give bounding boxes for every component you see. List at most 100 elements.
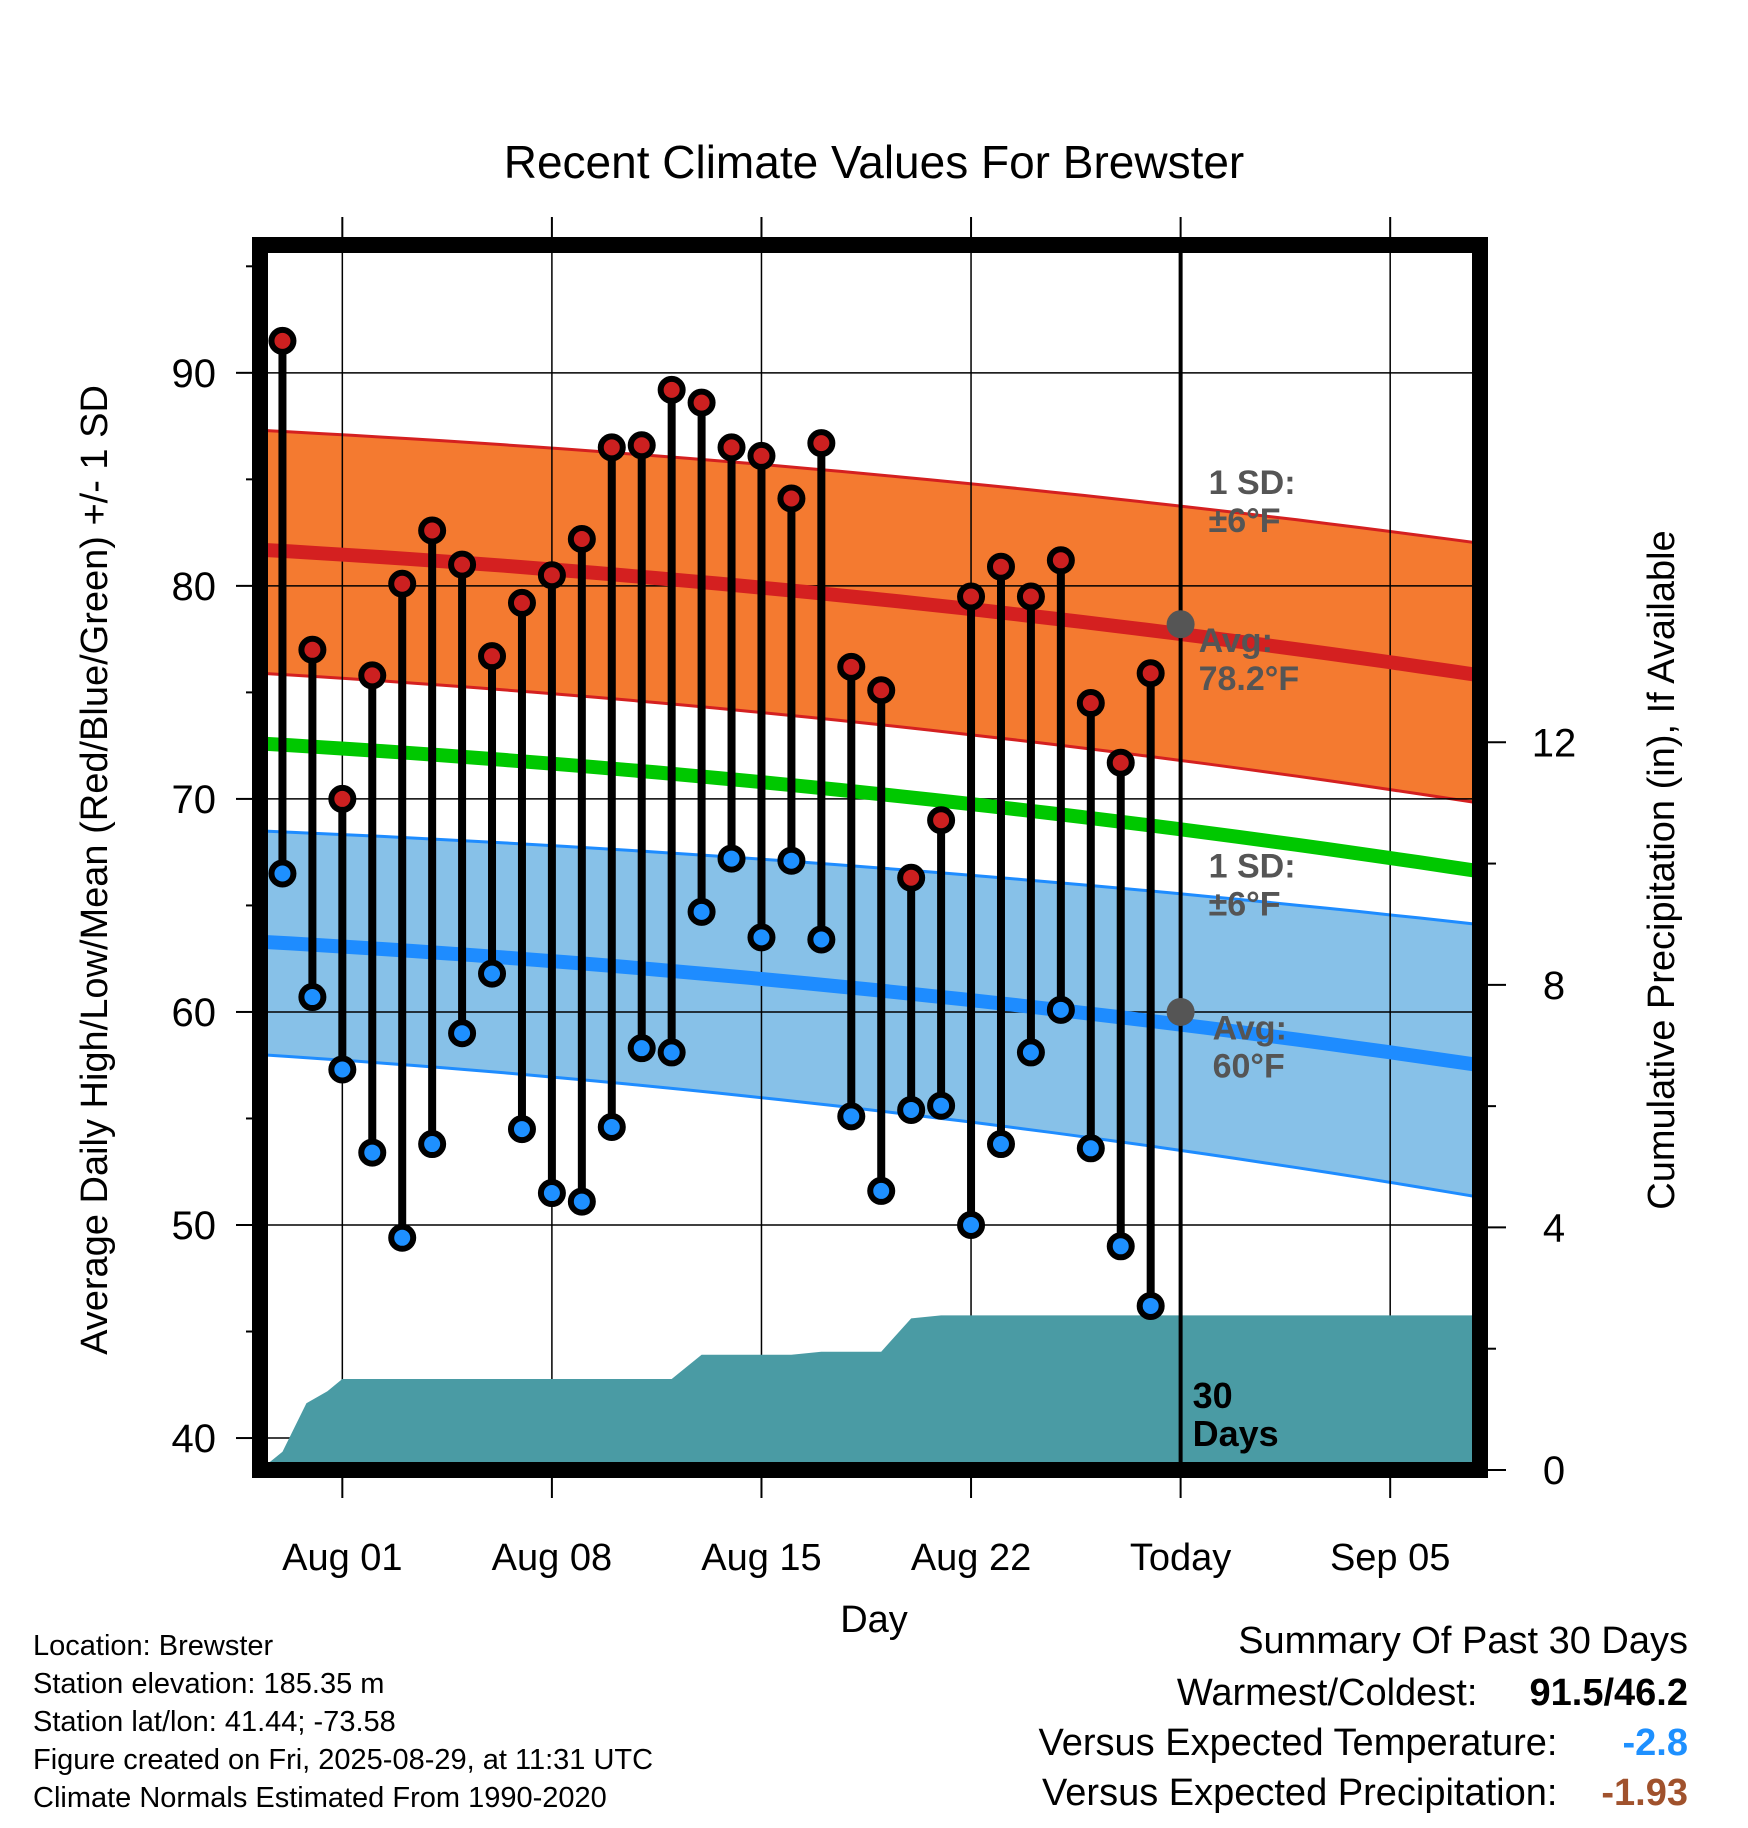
high-point xyxy=(1016,582,1045,611)
low-point xyxy=(867,1176,896,1205)
x-axis-label: Day xyxy=(840,1599,908,1641)
high-point xyxy=(717,433,746,462)
high-sd-annotation: 1 SD: xyxy=(1209,464,1296,502)
high-point xyxy=(448,550,477,579)
plot-frame xyxy=(252,237,1488,1478)
high-point xyxy=(807,429,836,458)
low-point xyxy=(717,844,746,873)
low-point xyxy=(957,1211,986,1239)
high-point xyxy=(627,431,656,460)
days-annotation: Days xyxy=(1193,1413,1279,1454)
low-point xyxy=(747,923,776,952)
x-tick-label: Aug 15 xyxy=(701,1537,821,1579)
low-point xyxy=(986,1130,1015,1159)
chart-title: Recent Climate Values For Brewster xyxy=(504,136,1245,188)
high-point xyxy=(657,375,686,404)
low-avg-annotation: Avg: xyxy=(1213,1010,1287,1048)
summary-title: Summary Of Past 30 Days xyxy=(1238,1620,1688,1662)
low-point xyxy=(358,1138,387,1167)
low-sd-annotation: 1 SD: xyxy=(1209,848,1296,886)
low-sd-band xyxy=(260,830,1480,1198)
low-point xyxy=(268,859,297,888)
high-point xyxy=(567,525,596,553)
x-tick-label: Aug 01 xyxy=(282,1537,402,1579)
y-axis-label: Average Daily High/Low/Mean (Red/Blue/Gr… xyxy=(74,385,116,1355)
low-point xyxy=(328,1055,357,1084)
y2-tick-label: 8 xyxy=(1543,964,1565,1008)
y-tick-label: 40 xyxy=(172,1417,217,1461)
high-avg-annotation: 78.2°F xyxy=(1199,660,1300,698)
summary-precip: Versus Expected Precipitation: -1.93 xyxy=(1042,1772,1688,1815)
high-point xyxy=(927,806,956,835)
station-elevation: Station elevation: 185.35 m xyxy=(33,1668,385,1700)
low-point xyxy=(448,1019,477,1048)
low-point xyxy=(687,897,716,926)
summary-warm-cold-label: Warmest/Coldest: xyxy=(1176,1672,1478,1714)
high-point xyxy=(507,588,536,617)
y2-axis-label: Cumulative Precipitation (in), If Availa… xyxy=(1641,530,1683,1209)
y2-tick-label: 0 xyxy=(1543,1449,1565,1493)
days-annotation: 30 xyxy=(1193,1375,1233,1416)
y-tick-label: 60 xyxy=(172,991,217,1035)
high-point xyxy=(897,863,926,892)
high-sd-band xyxy=(260,430,1480,804)
low-point xyxy=(418,1130,447,1159)
low-avg-annotation: 60°F xyxy=(1213,1048,1285,1086)
y2-tick-label: 12 xyxy=(1532,721,1577,765)
low-point xyxy=(1016,1038,1045,1067)
high-point xyxy=(328,784,357,813)
summary-temp: Versus Expected Temperature: -2.8 xyxy=(1039,1722,1688,1765)
y-tick-label: 90 xyxy=(172,352,217,396)
precip-area xyxy=(260,1315,1480,1470)
high-point xyxy=(268,326,297,355)
summary-precip-value: -1.93 xyxy=(1601,1772,1688,1814)
high-point xyxy=(837,652,866,681)
summary-temp-label: Versus Expected Temperature: xyxy=(1038,1722,1558,1764)
y-tick-label: 80 xyxy=(172,565,217,609)
high-point xyxy=(597,433,626,462)
high-point xyxy=(777,484,806,513)
low-point xyxy=(507,1115,536,1144)
low-sd-annotation: ±6°F xyxy=(1209,886,1281,924)
high-point xyxy=(537,561,566,590)
summary-warm-cold-value: 91.5/46.2 xyxy=(1529,1672,1688,1714)
low-point xyxy=(597,1113,626,1141)
high-point xyxy=(1046,546,1075,575)
high-point xyxy=(957,582,986,611)
high-sd-upper-line xyxy=(260,428,1480,545)
x-tick-label: Aug 08 xyxy=(492,1537,612,1579)
low-point xyxy=(897,1095,926,1124)
low-point xyxy=(627,1034,656,1063)
y-tick-label: 50 xyxy=(172,1204,217,1248)
today-low-avg-marker xyxy=(1166,997,1195,1026)
low-point xyxy=(927,1091,956,1120)
low-point xyxy=(807,925,836,954)
x-tick-label: Sep 05 xyxy=(1330,1537,1450,1579)
low-point xyxy=(657,1038,686,1067)
station-location: Location: Brewster xyxy=(33,1630,274,1662)
x-tick-label: Aug 22 xyxy=(911,1537,1031,1579)
plot-content xyxy=(260,245,1480,1470)
low-point xyxy=(1106,1232,1135,1261)
y2-tick-label: 4 xyxy=(1543,1206,1565,1250)
low-point xyxy=(298,983,327,1012)
high-point xyxy=(1076,689,1105,718)
high-sd-annotation: ±6°F xyxy=(1209,502,1281,540)
today-high-avg-marker xyxy=(1166,610,1195,639)
summary-temp-value: -2.8 xyxy=(1622,1722,1688,1764)
low-point xyxy=(837,1102,866,1131)
high-point xyxy=(687,388,716,417)
station-latlon: Station lat/lon: 41.44; -73.58 xyxy=(33,1706,396,1738)
high-point xyxy=(867,676,896,705)
high-point xyxy=(1106,748,1135,777)
summary-precip-label: Versus Expected Precipitation: xyxy=(1042,1772,1558,1814)
low-sd-lower-line xyxy=(260,1053,1480,1199)
high-point xyxy=(478,642,507,671)
high-point xyxy=(298,635,327,664)
climate-normals-period: Climate Normals Estimated From 1990-2020 xyxy=(33,1782,607,1814)
figure-created: Figure created on Fri, 2025-08-29, at 11… xyxy=(33,1744,654,1776)
high-point xyxy=(358,661,387,690)
low-point xyxy=(1046,995,1075,1024)
high-point xyxy=(388,569,417,598)
